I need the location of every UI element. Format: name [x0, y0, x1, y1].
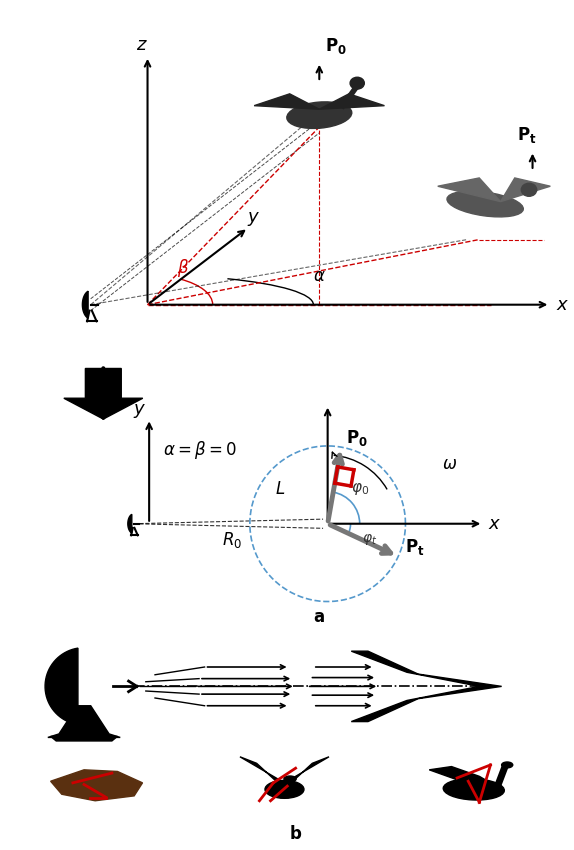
Text: $\mathbf{P_t}$: $\mathbf{P_t}$ — [517, 125, 537, 144]
FancyArrow shape — [64, 369, 143, 419]
Text: $x$: $x$ — [488, 515, 501, 533]
Ellipse shape — [502, 762, 513, 768]
Text: $x$: $x$ — [556, 296, 569, 314]
Polygon shape — [429, 767, 496, 788]
Polygon shape — [51, 770, 142, 801]
Text: $\omega$: $\omega$ — [442, 455, 457, 473]
Polygon shape — [48, 706, 120, 738]
Text: $\alpha$: $\alpha$ — [313, 267, 326, 285]
Ellipse shape — [443, 779, 505, 800]
Text: $y$: $y$ — [247, 210, 261, 228]
Ellipse shape — [265, 780, 304, 798]
Text: $\alpha$$=$$\beta$$=$$0$: $\alpha$$=$$\beta$$=$$0$ — [163, 439, 236, 461]
Ellipse shape — [350, 77, 364, 89]
Polygon shape — [51, 736, 118, 741]
Ellipse shape — [287, 102, 352, 128]
Polygon shape — [45, 648, 78, 725]
Text: $R_0$: $R_0$ — [222, 530, 243, 550]
Polygon shape — [254, 94, 319, 110]
Text: $L$: $L$ — [274, 479, 285, 497]
Polygon shape — [128, 514, 132, 533]
Polygon shape — [83, 292, 88, 318]
Text: $\mathbf{P_0}$: $\mathbf{P_0}$ — [325, 36, 347, 56]
Text: $\mathbf{P_t}$: $\mathbf{P_t}$ — [405, 537, 425, 557]
Polygon shape — [438, 178, 501, 201]
Text: $\mathbf{b}$: $\mathbf{b}$ — [289, 824, 302, 843]
Ellipse shape — [284, 776, 296, 782]
Polygon shape — [319, 94, 385, 110]
Polygon shape — [501, 178, 550, 201]
Text: $\beta$: $\beta$ — [177, 257, 189, 279]
Text: $\mathbf{P_0}$: $\mathbf{P_0}$ — [346, 428, 367, 448]
Text: $\mathbf{a}$: $\mathbf{a}$ — [313, 608, 324, 626]
Ellipse shape — [447, 191, 523, 217]
Polygon shape — [240, 756, 285, 783]
Polygon shape — [351, 651, 502, 722]
Polygon shape — [285, 756, 329, 783]
Text: $\varphi_t$: $\varphi_t$ — [362, 532, 378, 547]
Ellipse shape — [521, 184, 537, 196]
Text: $z$: $z$ — [135, 36, 148, 54]
Text: $y$: $y$ — [133, 402, 146, 420]
Text: $\varphi_0$: $\varphi_0$ — [351, 481, 369, 496]
